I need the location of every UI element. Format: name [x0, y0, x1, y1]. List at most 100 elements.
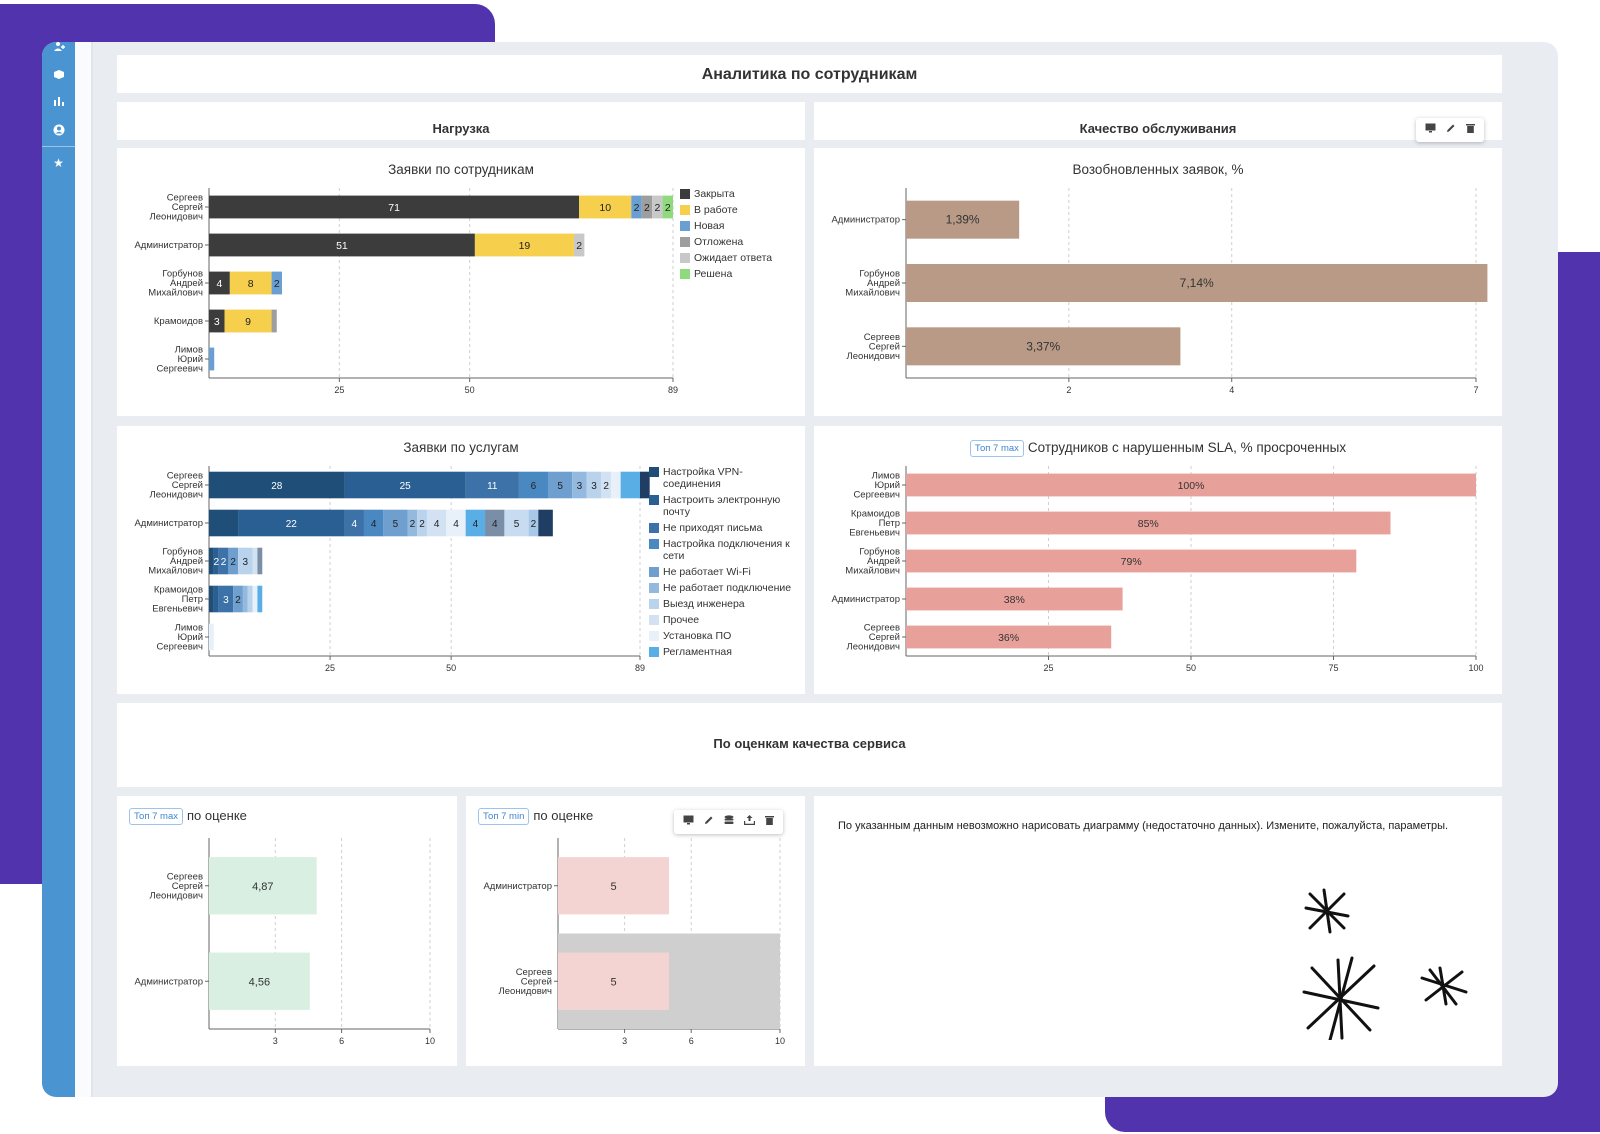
bar-segment[interactable]: [233, 585, 243, 613]
bar-segment[interactable]: [662, 195, 673, 219]
monitor-icon[interactable]: [1420, 119, 1441, 141]
legend-item[interactable]: В работе: [680, 204, 772, 216]
bar-segment[interactable]: [407, 509, 418, 537]
top7-max-tag[interactable]: Топ 7 max: [969, 440, 1024, 457]
database-icon[interactable]: [719, 811, 739, 833]
legend-item[interactable]: Выезд инженера: [649, 598, 799, 610]
bar-segment[interactable]: [474, 233, 574, 257]
export-icon[interactable]: [739, 811, 760, 833]
bar-segment[interactable]: [229, 271, 272, 295]
bar-segment[interactable]: [224, 309, 272, 333]
bar[interactable]: [906, 473, 1476, 497]
bar-segment[interactable]: [218, 547, 229, 575]
bar-segment[interactable]: [538, 509, 553, 537]
bar-segment[interactable]: [209, 233, 475, 257]
trash-icon[interactable]: [1461, 119, 1480, 141]
bar-segment[interactable]: [257, 547, 263, 575]
bar-segment[interactable]: [218, 585, 234, 613]
bar-segment[interactable]: [209, 347, 215, 371]
legend-item[interactable]: Закрыта: [680, 188, 772, 200]
bar[interactable]: [558, 857, 669, 915]
bar-segment[interactable]: [257, 585, 263, 613]
bar[interactable]: [906, 327, 1181, 366]
trash-icon[interactable]: [760, 811, 779, 833]
bar-segment[interactable]: [209, 309, 225, 333]
bar-segment[interactable]: [344, 509, 364, 537]
bar-segment[interactable]: [465, 471, 519, 499]
legend-item[interactable]: Решена: [680, 268, 772, 280]
top7-max-tag-ratings[interactable]: Топ 7 max: [129, 808, 183, 825]
legend-item[interactable]: Настроить электронную почту: [649, 494, 799, 518]
bar-segment[interactable]: [271, 309, 277, 333]
bar-segment[interactable]: [573, 233, 585, 257]
bar-segment[interactable]: [631, 195, 642, 219]
edit-icon[interactable]: [1441, 119, 1461, 141]
legend-item[interactable]: Настройка VPN-соединения: [649, 466, 799, 490]
bar-segment[interactable]: [213, 547, 219, 575]
bar-segment[interactable]: [504, 509, 529, 537]
user-add-icon[interactable]: [42, 42, 75, 56]
bar-segment[interactable]: [209, 471, 345, 499]
legend-item[interactable]: Прочее: [649, 614, 799, 626]
bar-segment[interactable]: [242, 585, 248, 613]
bar-segment[interactable]: [344, 471, 466, 499]
inbox-icon[interactable]: [42, 69, 75, 83]
star-icon[interactable]: ★: [53, 156, 64, 170]
bar-segment[interactable]: [547, 471, 573, 499]
legend-item[interactable]: Ожидает ответа: [680, 252, 772, 264]
legend-item[interactable]: Регламентная: [649, 646, 799, 658]
bar-segment[interactable]: [528, 509, 539, 537]
bar-segment[interactable]: [586, 471, 602, 499]
bar-segment[interactable]: [383, 509, 408, 537]
bar-segment[interactable]: [485, 509, 505, 537]
bar-segment[interactable]: [247, 585, 253, 613]
bar[interactable]: [906, 587, 1123, 611]
bar[interactable]: [209, 857, 317, 915]
bar-segment[interactable]: [426, 509, 447, 537]
bar-segment[interactable]: [209, 585, 214, 613]
bar-segment[interactable]: [640, 471, 650, 499]
bar[interactable]: [558, 952, 669, 1010]
bar-segment[interactable]: [209, 271, 230, 295]
bar[interactable]: [906, 264, 1488, 302]
legend-item[interactable]: Отложена: [680, 236, 772, 248]
bar-segment[interactable]: [209, 509, 239, 537]
profile-icon[interactable]: [42, 124, 75, 140]
legend-item[interactable]: Новая: [680, 220, 772, 232]
legend-item[interactable]: Установка ПО: [649, 630, 799, 642]
bar-segment[interactable]: [572, 471, 587, 499]
bar-segment[interactable]: [238, 547, 253, 575]
bar-segment[interactable]: [446, 509, 466, 537]
bar-segment[interactable]: [363, 509, 384, 537]
bar-segment[interactable]: [579, 195, 632, 219]
legend-item[interactable]: Настройка подключения к сети: [649, 538, 799, 562]
top7-min-tag[interactable]: Топ 7 min: [478, 808, 530, 825]
bar-segment[interactable]: [641, 195, 653, 219]
bar[interactable]: [906, 625, 1112, 649]
legend-item[interactable]: Не работает подключение: [649, 582, 799, 594]
bar-segment[interactable]: [610, 471, 621, 499]
bar-segment[interactable]: [465, 509, 486, 537]
bar-segment[interactable]: [238, 509, 345, 537]
bar-segment[interactable]: [209, 195, 580, 219]
bar-segment[interactable]: [620, 471, 640, 499]
bar-segment[interactable]: [252, 585, 258, 613]
bar-segment[interactable]: [652, 195, 663, 219]
bar[interactable]: [209, 952, 310, 1010]
bar-segment[interactable]: [213, 585, 219, 613]
bar-segment[interactable]: [601, 471, 611, 499]
legend-item[interactable]: Не работает Wi-Fi: [649, 566, 799, 578]
bar-segment[interactable]: [271, 271, 282, 295]
bar-segment[interactable]: [228, 547, 239, 575]
bar-segment[interactable]: [209, 547, 214, 575]
bar-chart-icon[interactable]: [42, 97, 75, 111]
bar[interactable]: [906, 549, 1357, 573]
bar[interactable]: [906, 511, 1391, 535]
bar[interactable]: [906, 200, 1020, 239]
bar-segment[interactable]: [209, 623, 214, 651]
legend-item[interactable]: Не приходят письма: [649, 522, 799, 534]
bar-segment[interactable]: [518, 471, 548, 499]
bar-segment[interactable]: [417, 509, 427, 537]
bar-segment[interactable]: [252, 547, 258, 575]
monitor-icon[interactable]: [678, 811, 699, 833]
